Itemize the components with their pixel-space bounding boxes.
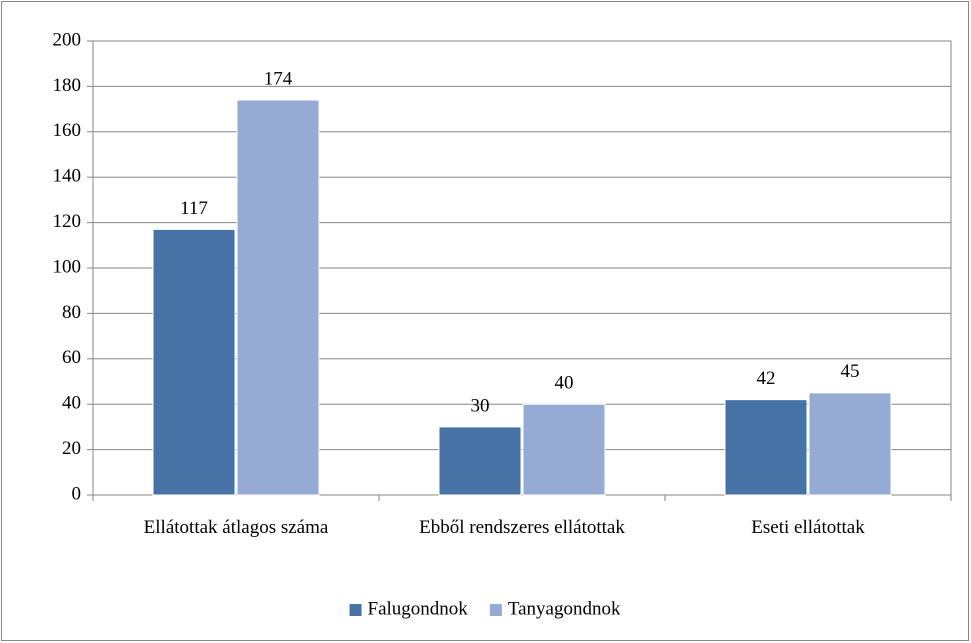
- legend-swatch: [349, 604, 362, 616]
- y-tick-label: 120: [53, 211, 82, 232]
- y-tick-label: 80: [62, 302, 81, 323]
- y-tick-label: 20: [62, 438, 81, 459]
- y-tick-label: 160: [53, 120, 82, 141]
- y-tick-label: 200: [53, 29, 82, 50]
- bar: [236, 99, 320, 496]
- x-tick-label: Ebből rendszeres ellátottak: [419, 517, 625, 538]
- data-label: 174: [264, 68, 293, 89]
- y-tick-label: 180: [53, 75, 82, 96]
- data-label: 117: [180, 198, 208, 219]
- bar: [808, 392, 892, 496]
- y-tick-label: 140: [53, 166, 82, 187]
- y-tick-label: 0: [72, 483, 82, 504]
- bar: [438, 426, 522, 496]
- legend-label: Tanyagondnok: [508, 598, 621, 619]
- y-tick-label: 40: [62, 393, 81, 414]
- data-label: 42: [757, 368, 776, 389]
- y-tick-label: 60: [62, 347, 81, 368]
- data-label: 45: [841, 361, 860, 382]
- legend-label: Falugondnok: [368, 598, 469, 619]
- y-tick-label: 100: [53, 256, 82, 277]
- bar: [152, 228, 236, 496]
- data-label: 30: [471, 395, 490, 416]
- plot-border: [92, 40, 952, 496]
- x-tick-label: Ellátottak átlagos száma: [144, 517, 329, 538]
- legend-swatch: [489, 604, 502, 616]
- bar: [724, 399, 808, 496]
- bar: [522, 403, 606, 496]
- x-tick-label: Eseti ellátottak: [751, 517, 865, 538]
- data-label: 40: [555, 373, 574, 394]
